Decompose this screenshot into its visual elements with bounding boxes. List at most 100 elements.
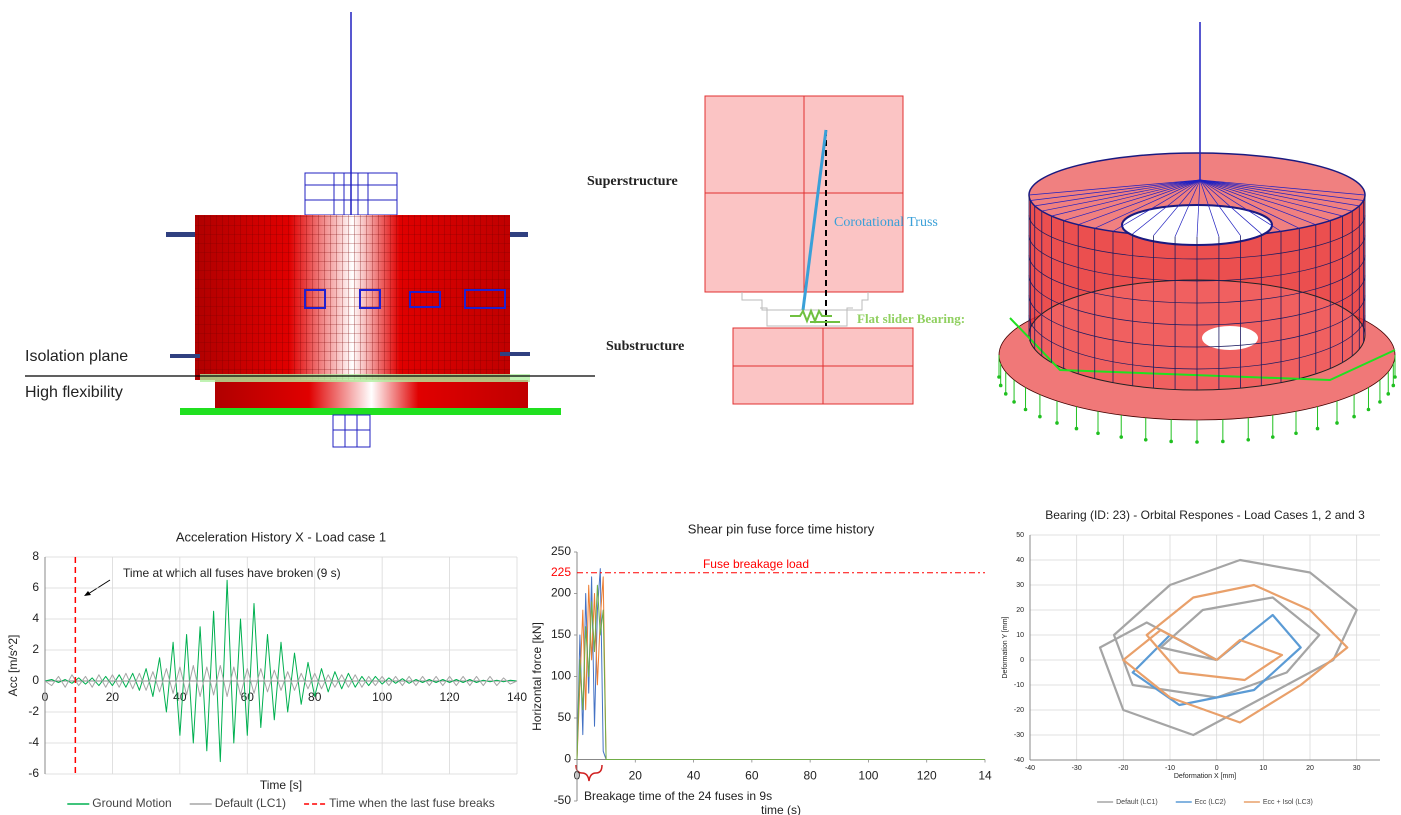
support-node <box>1352 415 1356 419</box>
y-tick-label: 0 <box>564 752 571 766</box>
label: High flexibility <box>25 384 123 401</box>
annotation: Breakage time of the 24 fuses in 9s <box>584 789 772 803</box>
annotation-arrow <box>88 580 110 594</box>
annotation: Time at which all fuses have broken (9 s… <box>123 566 341 580</box>
y-tick-label: -10 <box>1014 682 1024 689</box>
y-tick-label: 250 <box>551 544 571 558</box>
series-line <box>45 580 517 761</box>
series-line <box>577 585 985 759</box>
y-axis-title: Horizontal force [kN] <box>530 622 544 731</box>
chart-title: Bearing (ID: 23) - Orbital Respones - Lo… <box>1045 508 1365 522</box>
annotation-arrow <box>84 591 91 596</box>
x-axis-title: time (s) <box>761 803 801 815</box>
support-node <box>1038 415 1042 419</box>
y-tick-label: 4 <box>32 611 39 625</box>
support-node <box>1221 440 1225 444</box>
support-node <box>1378 400 1382 404</box>
legend: Default (LC1) Ecc (LC2) Ecc + Isol (LC3) <box>1097 799 1313 806</box>
legend-label: Default (LC1) <box>215 796 286 810</box>
label: Corotational Truss <box>834 215 938 230</box>
chart-title: Shear pin fuse force time history <box>688 521 875 536</box>
support-node <box>1096 431 1100 435</box>
y-tick-label: 50 <box>1016 532 1024 539</box>
support-node <box>1294 431 1298 435</box>
y-tick-label: 0 <box>32 673 39 687</box>
x-tick-label: 30 <box>1353 765 1361 772</box>
y-tick-label: 8 <box>32 549 39 563</box>
y-tick-label: -40 <box>1014 757 1024 764</box>
legend-label: Default (LC1) <box>1116 799 1158 806</box>
x-tick-label: 10 <box>1259 765 1267 772</box>
figure: Isolation plane High flexibility Superst… <box>0 0 1401 815</box>
y-tick-label: -20 <box>1014 707 1024 714</box>
support-node <box>1024 408 1028 412</box>
support-node <box>1367 408 1371 412</box>
y-axis-title: Acc [m/s^2] <box>6 635 20 697</box>
legend-label: Ecc + Isol (LC3) <box>1263 799 1313 806</box>
chart-title: Acceleration History X - Load case 1 <box>176 529 386 544</box>
support-node <box>1392 384 1396 388</box>
y-tick-label: -4 <box>28 735 39 749</box>
x-tick-label: 0 <box>1215 765 1219 772</box>
support-node <box>1144 438 1148 442</box>
x-tick-label: -40 <box>1025 765 1035 772</box>
label: Superstructure <box>587 174 678 189</box>
x-tick-label: 40 <box>687 769 701 783</box>
support-node <box>1055 421 1059 425</box>
x-tick-label: -20 <box>1118 765 1128 772</box>
legend: Ground Motion Default (LC1) Time when the … <box>67 796 494 810</box>
series-line <box>577 577 985 760</box>
y-tick-label: -50 <box>554 793 572 807</box>
support-node <box>1271 435 1275 439</box>
support-node <box>1004 392 1008 396</box>
x-tick-label: 20 <box>629 769 643 783</box>
label: Flat slider Bearing: <box>857 311 965 326</box>
reference-label: Fuse breakage load <box>703 557 809 571</box>
support-node <box>1246 438 1250 442</box>
label: Isolation plane <box>25 348 128 365</box>
x-tick-label: 60 <box>745 769 759 783</box>
legend-label: Ecc (LC2) <box>1195 799 1226 806</box>
support-node <box>1386 392 1390 396</box>
support-node <box>1169 440 1173 444</box>
x-tick-label: 20 <box>1306 765 1314 772</box>
y-tick-label: 10 <box>1016 632 1024 639</box>
y-tick-label: 0 <box>1020 657 1024 664</box>
support-node <box>1195 440 1199 444</box>
bearing-schematic: Superstructure Corotational Truss Flat s… <box>587 96 965 404</box>
support-node <box>1393 375 1397 379</box>
x-axis-title: Time [s] <box>260 778 302 792</box>
y-tick-label: 20 <box>1016 607 1024 614</box>
y-tick-label: 200 <box>551 586 571 600</box>
y-tick-label: 150 <box>551 627 571 641</box>
support-node <box>1335 421 1339 425</box>
support-node <box>999 384 1003 388</box>
y-tick-label: 30 <box>1016 582 1024 589</box>
y-tick-label: -30 <box>1014 732 1024 739</box>
y-tick-label: -2 <box>28 704 39 718</box>
series-line <box>577 569 985 760</box>
isolated-tank-model: Isolation plane High flexibility <box>25 12 595 447</box>
x-tick-label: 80 <box>803 769 817 783</box>
support-node <box>1316 427 1320 431</box>
x-tick-label: -10 <box>1165 765 1175 772</box>
label: Substructure <box>606 339 684 354</box>
support-node <box>1075 427 1079 431</box>
y-tick-label: 2 <box>32 642 39 656</box>
x-tick-label: 120 <box>917 769 937 783</box>
y-tick-label: 100 <box>551 669 571 683</box>
x-tick-label: 100 <box>858 769 878 783</box>
series-line <box>1123 585 1347 723</box>
support-node <box>1012 400 1016 404</box>
x-axis-title: Deformation X [mm] <box>1174 773 1236 780</box>
x-tick-label: 14 <box>978 769 992 783</box>
y-tick-label: 40 <box>1016 557 1024 564</box>
y-tick-label: -6 <box>28 766 39 780</box>
legend-label: Ground Motion <box>92 796 171 810</box>
y-tick-label: 6 <box>32 580 39 594</box>
x-tick-label: -30 <box>1072 765 1082 772</box>
legend-label: Time when the last fuse breaks <box>329 796 495 810</box>
y-tick-label: 50 <box>558 710 572 724</box>
tank-3d-model <box>997 22 1397 444</box>
y-axis-title: Deformation Y [mm] <box>1002 616 1009 678</box>
